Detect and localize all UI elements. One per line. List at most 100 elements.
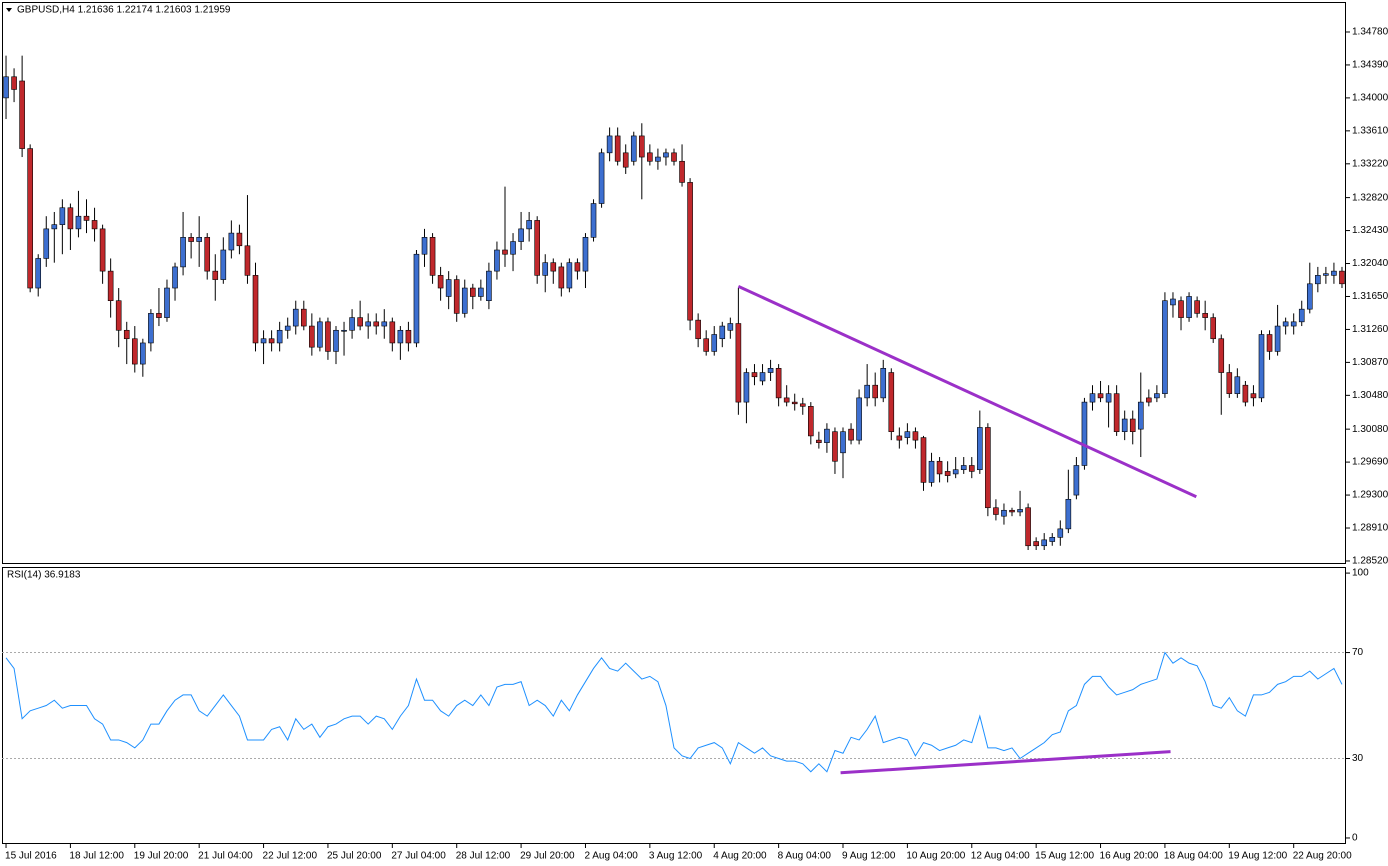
y-tick-label: 1.34000 [1352,93,1388,104]
candle-body [1274,325,1281,352]
candle-body [598,152,605,204]
candle-body [461,287,468,314]
candle-body [1178,300,1184,318]
candle-body [1009,509,1015,513]
candle-body [550,262,557,272]
candle-body [775,368,782,399]
candle-body [421,237,428,255]
candle-body [977,427,983,471]
y-tick-label: 1.32430 [1352,225,1388,236]
candle-body [920,437,927,483]
x-tick-label: 2 Aug 04:00 [584,851,638,862]
candle-body [1033,541,1039,547]
candle-body [952,469,959,475]
candle-body [75,215,82,230]
candle-body [888,372,895,432]
candle-body [292,308,299,327]
candle-body [1323,273,1329,276]
candle-body [968,465,975,472]
candle-body [783,397,790,403]
candle-body [1202,313,1208,318]
candle-body [27,148,33,289]
candle-body [655,156,661,162]
candle-body [115,300,122,331]
candle-body [107,270,114,302]
candle-body [405,329,412,344]
candle-body [276,329,283,344]
trend-line [737,284,1197,499]
candle-body [51,224,58,230]
candle-body [1298,308,1305,323]
candle-body [1154,393,1160,399]
candle-body [164,287,170,318]
candle-body [872,384,878,399]
candle-body [791,401,798,405]
candle-body [639,135,645,158]
candle-body [711,334,718,352]
x-tick-label: 25 Jul 20:00 [327,851,382,862]
candle-body [204,237,211,272]
candle-body [445,279,452,297]
candle-body [1234,376,1241,394]
candle-body [172,266,178,289]
candle-body [389,321,396,344]
x-tick-label: 16 Aug 20:00 [1100,851,1159,862]
candle-body [630,135,637,162]
trend-line [840,750,1171,775]
x-tick-label: 15 Jul 2016 [5,851,57,862]
candle-body [284,325,291,331]
candle-body [333,329,339,352]
candle-body [1242,384,1249,403]
candle-body [928,460,935,483]
candle-body [904,431,911,438]
x-tick-label: 12 Aug 04:00 [971,851,1030,862]
candle-body [1073,465,1080,496]
candle-body [944,471,951,476]
y-tick-label: 1.28910 [1352,523,1388,534]
candle-body [437,275,444,289]
candle-body [252,275,259,344]
candle-body [244,245,251,276]
candle-body [848,428,854,441]
candle-body [558,266,565,289]
y-tick-label: 100 [1352,568,1369,579]
y-tick-label: 1.33610 [1352,125,1388,136]
candle-body [1057,528,1064,538]
price-panel [2,2,1346,564]
candle-body [719,325,726,340]
candle-body [1041,539,1048,547]
candle-body [1025,507,1031,547]
candle-body [622,152,629,168]
candle-body [647,152,653,162]
candle-body [131,338,138,365]
candle-body [1210,317,1217,340]
y-tick-label: 1.32820 [1352,192,1388,203]
candle-body [470,287,476,297]
y-tick-label: 1.34780 [1352,27,1388,38]
y-tick-label: 1.34390 [1352,60,1388,71]
candle-body [148,313,154,344]
candle-body [799,403,806,407]
candle-body [1113,393,1120,432]
x-tick-label: 4 Aug 20:00 [713,851,767,862]
y-tick-label: 1.30480 [1352,390,1388,401]
candle-body [663,152,669,158]
candle-body [156,313,162,318]
y-tick-label: 0 [1352,833,1358,844]
x-tick-label: 27 Jul 04:00 [391,851,446,862]
candle-body [1218,338,1225,373]
x-tick-label: 22 Jul 12:00 [263,851,318,862]
candle-body [268,338,275,344]
candle-body [534,220,540,276]
candle-body [397,329,404,344]
x-tick-label: 28 Jul 12:00 [456,851,511,862]
candle-body [759,372,766,382]
candle-body [341,329,347,332]
rsi-panel [2,567,1346,844]
x-tick-label: 3 Aug 12:00 [649,851,703,862]
candle-body [1290,321,1297,327]
candle-body [542,262,549,276]
candle-body [510,241,516,255]
candle-body [317,321,323,348]
